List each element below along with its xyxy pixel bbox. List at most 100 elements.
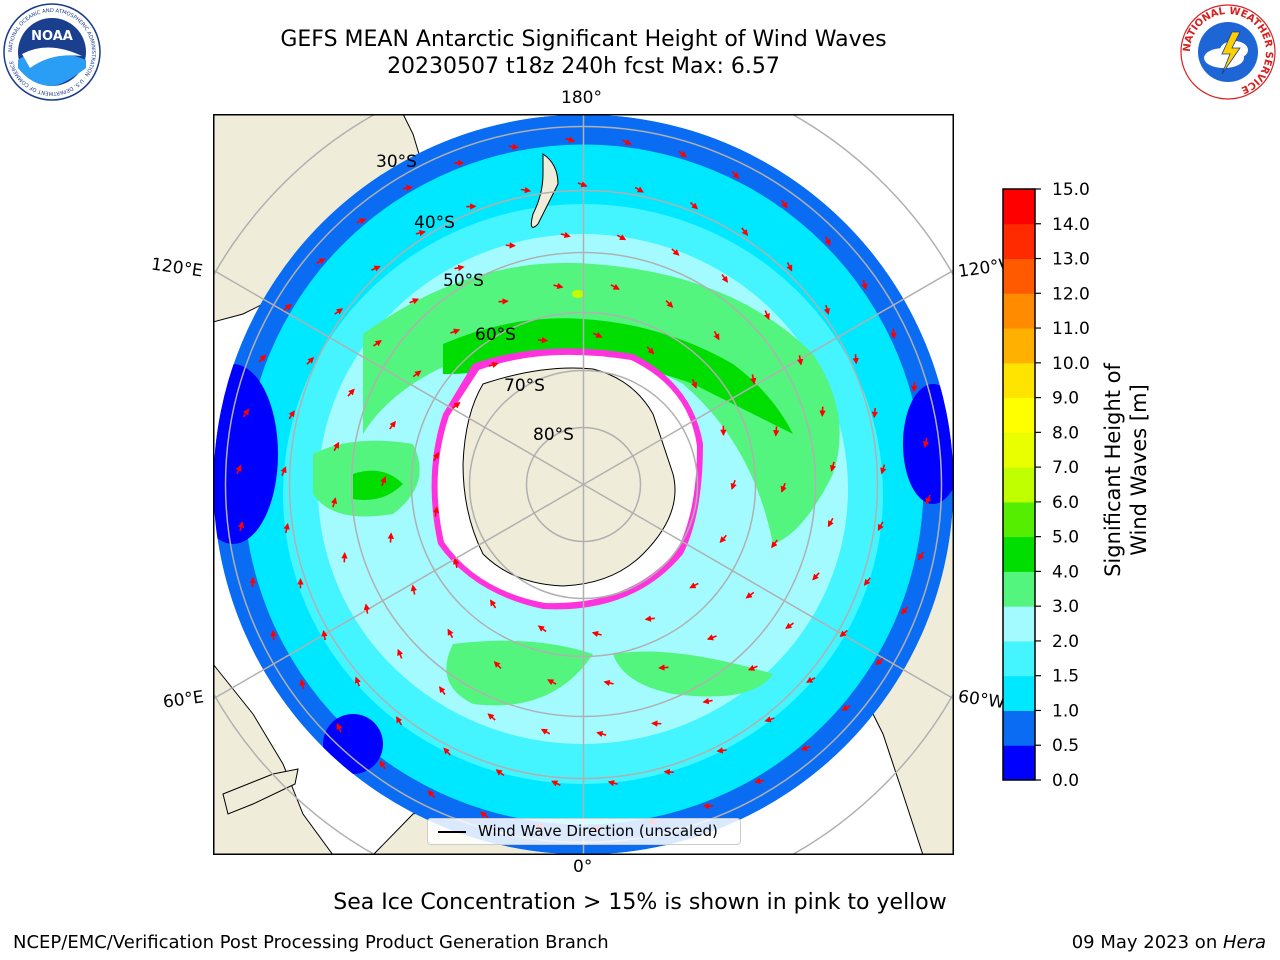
colorbar-tick-label: 9.0	[1052, 389, 1079, 409]
footer-date: 09 May 2023 on Hera	[1072, 932, 1266, 953]
wave-arrow-icon	[731, 170, 740, 179]
wave-arrow-icon	[560, 231, 571, 239]
wave-arrow-icon	[356, 218, 367, 225]
wave-arrow-icon	[689, 201, 699, 210]
colorbar-swatch	[1003, 571, 1035, 607]
wave-arrow-icon	[812, 572, 820, 581]
colorbar-ticks: 0.0 0.5 1.0 1.5 2.0 3.0 4.0 5.0 6.0 7.0 8.0 9.0 10.0…	[1035, 180, 1090, 791]
wave-arrow-icon	[911, 381, 918, 393]
wave-arrow-icon	[480, 811, 489, 819]
nws-logo: NATIONAL WEATHER SERVICE	[1180, 4, 1276, 100]
wave-arrow-icon	[785, 622, 794, 630]
map-border	[213, 114, 954, 855]
wave-arrow-icon	[781, 199, 788, 209]
wave-arrow-icon	[634, 186, 644, 193]
wave-arrow-icon	[330, 497, 338, 508]
wave-arrow-icon	[861, 279, 868, 290]
wave-arrow-icon	[379, 760, 386, 770]
colorbar-swatch	[1003, 362, 1035, 399]
colorbar-swatch	[1003, 536, 1035, 572]
wave-arrow-icon	[721, 274, 729, 283]
wave-arrow-icon	[373, 339, 382, 347]
colorbar-tick-label: 14.0	[1052, 215, 1090, 235]
wave-arrow-icon	[397, 648, 404, 659]
map-legend: Wind Wave Direction (unscaled)	[427, 818, 741, 845]
wave-arrow-icon	[827, 517, 834, 528]
wave-arrow-icon	[333, 441, 340, 452]
legend-line-icon	[438, 831, 466, 833]
colorbar-swatch	[1003, 710, 1035, 746]
wave-arrow-icon	[771, 539, 778, 549]
lat-label-50s: 50°S	[443, 271, 484, 291]
wave-arrow-icon	[646, 346, 655, 355]
wave-arrow-icon	[450, 328, 461, 335]
wave-arrow-icon	[918, 551, 925, 561]
title-line-1: GEFS MEAN Antarctic Significant Height o…	[280, 27, 887, 52]
wave-arrow-icon	[537, 625, 547, 633]
wave-arrow-icon	[258, 354, 267, 363]
wave-arrow-icon	[841, 704, 851, 711]
wave-arrow-icon	[823, 304, 831, 315]
wave-arrow-icon	[871, 407, 878, 419]
wave-arrow-icon	[750, 374, 757, 385]
wave-arrow-icon	[334, 308, 344, 315]
wave-arrow-icon	[432, 506, 440, 517]
footer-date-text: 09 May 2023 on	[1071, 932, 1223, 953]
wave-arrow-icon	[412, 370, 422, 378]
wave-arrow-icon	[689, 582, 699, 589]
colorbar: 0.0 0.5 1.0 1.5 2.0 3.0 4.0 5.0 6.0 7.0 8.0 9.0 10.0…	[1002, 180, 1090, 791]
wave-arrow-icon	[829, 461, 837, 472]
colorbar-tick-label: 6.0	[1052, 493, 1079, 513]
wave-arrow-icon	[447, 628, 454, 639]
wave-arrow-icon	[387, 532, 394, 543]
wave-arrow-icon	[540, 728, 551, 735]
wave-arrow-icon	[451, 401, 461, 409]
colorbar-tick-label: 0.0	[1052, 771, 1079, 791]
colorbar-swatch	[1003, 640, 1035, 677]
wave-arrow-icon	[702, 697, 713, 705]
wave-arrow-icon	[610, 283, 620, 290]
footer-credit: NCEP/EMC/Verification Post Processing Pr…	[13, 932, 609, 953]
colorbar-tick-label: 11.0	[1052, 319, 1090, 339]
wave-arrow-icon	[890, 328, 897, 340]
wave-arrow-icon	[863, 577, 871, 586]
wave-arrow-icon	[438, 686, 446, 695]
wave-arrow-icon	[371, 265, 381, 272]
wave-arrow-icon	[824, 236, 831, 247]
colorbar-tick-label: 4.0	[1052, 562, 1079, 582]
wave-arrow-icon	[922, 437, 930, 448]
wave-arrow-icon	[415, 229, 426, 237]
wave-arrow-icon	[380, 476, 387, 487]
footer-machine: Hera	[1222, 932, 1266, 953]
colorbar-tick-label: 7.0	[1052, 458, 1079, 478]
colorbar-swatch	[1003, 675, 1035, 711]
colorbar-tick-label: 15.0	[1052, 180, 1090, 200]
noaa-logo-text: NOAA	[31, 29, 73, 44]
colorbar-swatch	[1003, 745, 1035, 781]
wave-arrow-icon	[553, 282, 564, 290]
wave-arrow-icon	[396, 716, 403, 726]
wave-arrow-icon	[925, 494, 932, 505]
colorbar-swatch	[1003, 432, 1035, 468]
colorbar-tick-label: 5.0	[1052, 528, 1079, 548]
colorbar-swatch	[1003, 501, 1035, 538]
wave-arrow-icon	[520, 186, 532, 194]
colorbar-tick-label: 3.0	[1052, 597, 1079, 617]
wave-arrow-icon	[607, 780, 618, 787]
wave-arrow-icon	[754, 777, 765, 785]
lat-label-30s: 30°S	[376, 152, 417, 172]
colorbar-tick-label: 13.0	[1052, 250, 1090, 270]
lat-label-70s: 70°S	[504, 376, 545, 396]
wave-arrow-icon	[591, 630, 602, 638]
wave-arrow-icon	[402, 184, 413, 192]
wave-arrow-icon	[347, 388, 355, 397]
wave-arrow-icon	[741, 227, 749, 237]
wave-arrow-icon	[880, 464, 887, 475]
wave-arrow-icon	[283, 303, 292, 311]
colorbar-tick-label: 10.0	[1052, 354, 1090, 374]
wave-arrow-icon	[389, 420, 396, 430]
wave-arrow-icon	[796, 355, 804, 366]
wave-arrow-icon	[454, 264, 465, 272]
colorbar-tick-label: 0.5	[1052, 736, 1079, 756]
colorbar-swatch	[1003, 293, 1035, 329]
